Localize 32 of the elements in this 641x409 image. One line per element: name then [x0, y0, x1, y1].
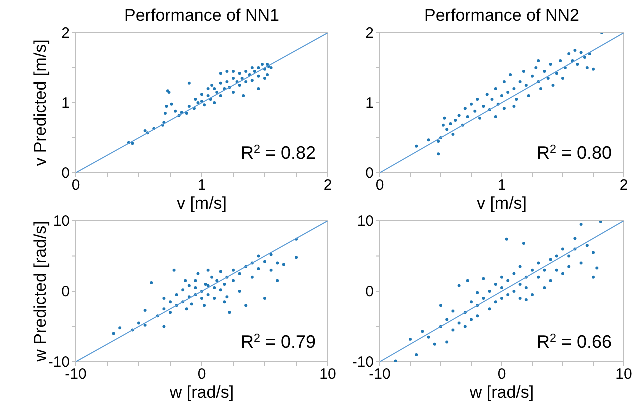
x-axis-title: v [m/s] — [176, 194, 228, 213]
x-tick-label: 10 — [616, 366, 632, 383]
y-tick-label: 1 — [366, 95, 374, 112]
y-tick-label: -10 — [48, 354, 70, 371]
annotation: R$^{2}$ = 0.79 — [240, 332, 316, 352]
annotation: R$^{2}$ = 0.66 — [536, 332, 612, 352]
x-tick-label: 2 — [324, 177, 332, 194]
y-axis-title: v Predicted [m/s] — [31, 40, 50, 166]
y-tick-label: 0 — [62, 284, 70, 300]
x-tick-label: 10 — [320, 366, 336, 383]
y-tick-label: 0 — [366, 284, 374, 300]
x-tick-label: 0 — [198, 366, 206, 383]
y-tick-label: 2 — [62, 25, 70, 42]
y-tick-label: 0 — [62, 165, 70, 182]
y-tick-label: 1 — [62, 95, 70, 112]
y-axis-title: w Predicted [rad/s] — [31, 221, 50, 363]
chart-title: Performance of NN2 — [424, 6, 580, 25]
annotation: R$^{2}$ = 0.82 — [240, 142, 316, 163]
x-axis-title: v [m/s] — [476, 194, 528, 213]
x-tick-label: 1 — [498, 177, 506, 194]
annotation: R$^{2}$ = 0.80 — [536, 142, 612, 163]
y-tick-label: 2 — [366, 25, 374, 42]
y-tick-label: 10 — [53, 213, 70, 230]
x-tick-label: 0 — [498, 366, 506, 383]
x-axis-title: w [rad/s] — [468, 383, 534, 402]
y-tick-label: -10 — [352, 354, 374, 371]
y-tick-label: 0 — [366, 165, 374, 182]
x-axis-title: w [rad/s] — [168, 383, 234, 402]
chart-title: Performance of NN1 — [124, 6, 280, 25]
x-tick-label: 1 — [198, 177, 206, 194]
y-tick-label: 10 — [357, 213, 374, 230]
x-tick-label: 2 — [620, 177, 628, 194]
